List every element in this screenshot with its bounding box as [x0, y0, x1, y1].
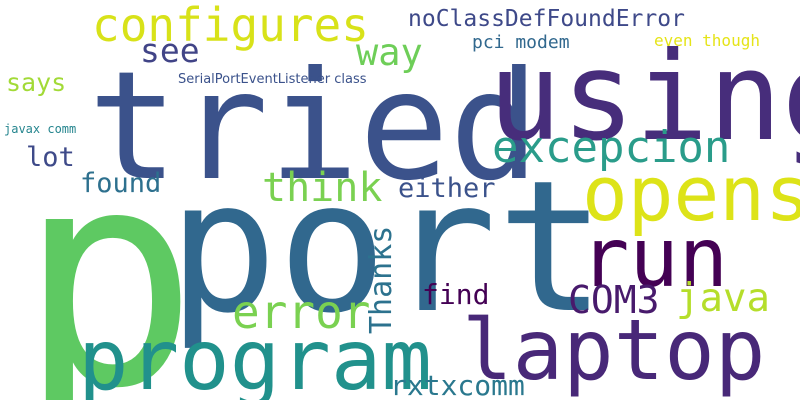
word-lot: lot [26, 142, 75, 173]
word-either: either [398, 173, 496, 204]
word-tried: tried [88, 40, 540, 214]
word-think: think [262, 165, 383, 211]
word-serialport: SerialPortEventListener class [178, 72, 367, 87]
word-configures: configures [92, 0, 369, 52]
word-found: found [80, 168, 162, 199]
word-using: using [488, 26, 800, 168]
word-thanks: Thanks [364, 225, 399, 334]
word-find: find [422, 278, 490, 311]
word-java: java [676, 276, 770, 321]
word-program: program [78, 311, 433, 400]
word-opens: opens [582, 149, 800, 238]
word-says: says [6, 68, 67, 97]
word-pci-modem: pci modem [472, 32, 570, 53]
word-port: port [168, 141, 607, 353]
word-run: run [580, 211, 729, 306]
word-even-though: even though [654, 31, 760, 50]
word-way: way [356, 31, 423, 74]
word-excepcion: excepcion [492, 122, 731, 173]
word-see: see [140, 31, 200, 70]
word-error: error [232, 285, 371, 339]
word-laptop: laptop [462, 301, 766, 399]
word-p: p [18, 105, 199, 400]
word-rxtxcomm: rxtxcomm [390, 369, 525, 400]
word-com3: COM3 [568, 278, 660, 322]
word-noclassdef: noClassDefFoundError [408, 6, 685, 32]
word-javax-comm: javax comm [4, 122, 77, 136]
